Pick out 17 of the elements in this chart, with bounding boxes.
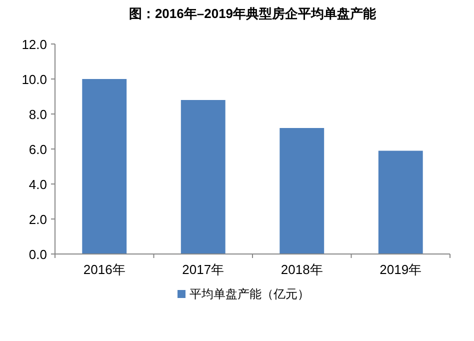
bar: [280, 128, 324, 254]
legend-label: 平均单盘产能（亿元）: [190, 287, 310, 301]
y-tick-label: 10.0: [22, 72, 47, 87]
chart-title: 图：2016年–2019年典型房企平均单盘产能: [128, 6, 378, 21]
y-tick-label: 8.0: [28, 107, 47, 122]
bar: [82, 79, 127, 254]
x-tick-label: 2016年: [83, 262, 126, 277]
y-tick-label: 4.0: [28, 177, 47, 192]
y-tick-label: 12.0: [22, 37, 47, 52]
bar: [378, 150, 423, 254]
x-tick-label: 2018年: [280, 262, 323, 277]
y-tick-label: 6.0: [28, 142, 47, 157]
y-tick-label: 0.0: [28, 247, 47, 262]
x-tick-label: 2019年: [380, 262, 422, 277]
bar: [180, 100, 226, 254]
x-tick-label: 2017年: [182, 262, 224, 277]
y-tick-label: 2.0: [28, 212, 47, 227]
